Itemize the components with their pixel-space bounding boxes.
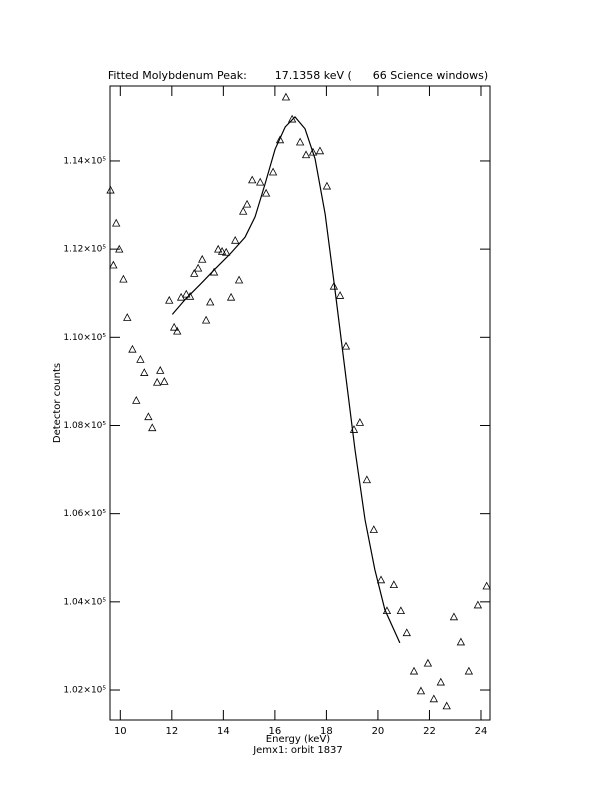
data-point bbox=[355, 418, 365, 426]
y-tick-label: 1.08×10⁵ bbox=[63, 421, 106, 431]
data-point bbox=[156, 366, 165, 374]
data-point bbox=[335, 291, 345, 299]
data-point bbox=[222, 247, 231, 256]
data-point bbox=[261, 188, 271, 197]
data-point bbox=[148, 423, 157, 432]
data-point bbox=[456, 637, 466, 646]
data-point bbox=[193, 263, 203, 272]
x-tick-label: 10 bbox=[114, 726, 127, 737]
data-point bbox=[239, 206, 248, 215]
data-point bbox=[423, 658, 433, 667]
data-point bbox=[115, 244, 124, 253]
data-point bbox=[182, 289, 191, 298]
data-point bbox=[416, 686, 426, 695]
data-point bbox=[295, 137, 305, 146]
data-point bbox=[214, 244, 223, 253]
chart-title: Fitted Molybdenum Peak: 17.1358 keV ( 66… bbox=[108, 69, 488, 82]
y-tick-label: 1.06×10⁵ bbox=[63, 509, 106, 519]
data-point bbox=[301, 150, 311, 159]
data-point bbox=[201, 315, 211, 324]
data-point bbox=[136, 355, 145, 363]
data-point bbox=[160, 377, 169, 385]
data-point bbox=[376, 575, 386, 584]
data-point bbox=[482, 581, 491, 590]
data-point bbox=[198, 254, 207, 263]
data-point bbox=[234, 275, 244, 284]
data-point bbox=[341, 341, 351, 350]
data-point bbox=[315, 146, 325, 155]
y-tick-label: 1.12×10⁵ bbox=[63, 245, 106, 255]
x-tick-label: 22 bbox=[423, 726, 436, 737]
data-point bbox=[329, 281, 339, 290]
data-point bbox=[231, 235, 240, 244]
data-point bbox=[322, 181, 332, 190]
data-point bbox=[248, 175, 257, 184]
data-point bbox=[140, 368, 149, 376]
data-point bbox=[112, 218, 121, 227]
y-tick-label: 1.02×10⁵ bbox=[63, 686, 106, 696]
y-tick-label: 1.14×10⁵ bbox=[63, 156, 106, 166]
data-point bbox=[268, 167, 278, 176]
x-tick-label: 20 bbox=[372, 726, 385, 737]
data-point bbox=[106, 185, 115, 194]
data-point bbox=[226, 292, 236, 301]
subtitle: Jemx1: orbit 1837 bbox=[252, 745, 343, 756]
plot-frame bbox=[109, 85, 491, 721]
data-point bbox=[429, 694, 439, 703]
data-point bbox=[217, 246, 227, 255]
y-axis-label: Detector counts bbox=[52, 363, 63, 443]
data-point bbox=[165, 295, 174, 304]
data-point bbox=[409, 666, 419, 675]
x-tick-label: 24 bbox=[475, 726, 488, 737]
x-tick-label: 18 bbox=[320, 726, 333, 737]
data-point bbox=[144, 412, 153, 421]
data-point bbox=[464, 666, 474, 675]
data-point bbox=[169, 322, 179, 331]
data-point bbox=[402, 628, 411, 637]
data-point bbox=[281, 92, 291, 101]
data-point bbox=[369, 525, 378, 533]
x-tick-label: 16 bbox=[269, 726, 282, 737]
x-axis-label: Energy (keV) bbox=[266, 734, 331, 745]
data-point bbox=[442, 701, 451, 710]
data-point bbox=[275, 135, 285, 144]
data-point bbox=[152, 377, 162, 386]
data-point bbox=[308, 147, 318, 156]
data-point bbox=[132, 396, 141, 404]
fit-line bbox=[171, 115, 401, 644]
x-tick-label: 12 bbox=[165, 726, 178, 737]
data-point bbox=[256, 177, 265, 186]
data-point bbox=[473, 600, 483, 609]
data-point bbox=[242, 199, 252, 208]
y-tick-label: 1.10×10⁵ bbox=[63, 333, 106, 343]
data-point bbox=[389, 580, 399, 589]
data-point bbox=[362, 475, 372, 484]
data-point bbox=[128, 344, 137, 353]
data-point bbox=[436, 677, 445, 686]
data-point bbox=[206, 297, 215, 306]
y-tick-label: 1.04×10⁵ bbox=[63, 597, 106, 607]
data-point bbox=[449, 612, 459, 621]
data-point bbox=[109, 260, 118, 269]
data-point bbox=[173, 326, 182, 335]
x-tick-label: 14 bbox=[217, 726, 230, 737]
data-point bbox=[123, 313, 132, 321]
data-point bbox=[119, 274, 128, 283]
data-point bbox=[396, 606, 406, 615]
data-point bbox=[190, 269, 199, 277]
